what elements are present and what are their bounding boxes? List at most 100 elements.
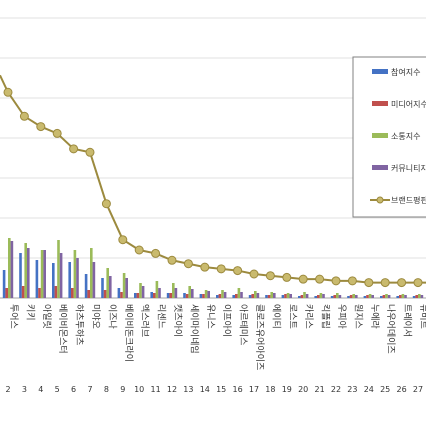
bar <box>10 241 14 298</box>
legend-label: 커뮤니티지수 <box>391 163 426 173</box>
x-tick-number: 2 <box>5 385 10 394</box>
bar <box>273 293 276 298</box>
bar <box>382 295 386 298</box>
legend-label: 소통지수 <box>391 132 420 141</box>
x-tick-number: 27 <box>413 385 423 394</box>
bar <box>415 295 418 298</box>
line-point <box>52 128 62 138</box>
bar <box>204 290 208 298</box>
x-tick-number: 7 <box>87 385 92 394</box>
bar <box>363 296 367 298</box>
line-point <box>265 271 275 281</box>
x-tick-label: 이프아이 <box>221 304 232 337</box>
bar <box>270 292 273 298</box>
line-point <box>183 259 193 269</box>
bar <box>40 250 44 298</box>
bar <box>87 290 90 298</box>
bar <box>284 294 287 298</box>
bar <box>122 273 126 298</box>
bar <box>289 294 292 298</box>
bar <box>125 278 128 298</box>
bar <box>404 295 407 298</box>
line-point <box>3 87 13 97</box>
bar <box>185 294 189 298</box>
bar <box>188 286 191 298</box>
x-tick-number: 16 <box>233 385 243 394</box>
bar <box>103 290 107 298</box>
bar <box>134 293 137 298</box>
bar <box>412 296 416 298</box>
x-tick-number: 3 <box>22 385 27 394</box>
bar <box>371 295 374 298</box>
bar <box>68 262 71 298</box>
legend-box <box>352 56 426 218</box>
bar <box>399 295 402 298</box>
bar <box>191 289 194 298</box>
bar <box>43 250 46 298</box>
bar <box>155 281 159 298</box>
x-tick-label: 누에라 <box>369 304 380 330</box>
x-tick-label: 유니스 <box>205 304 216 329</box>
bar <box>355 295 358 298</box>
x-tick-number: 19 <box>282 385 292 394</box>
line-series <box>0 74 426 288</box>
bar <box>120 292 123 298</box>
x-tick-number: 17 <box>249 385 259 394</box>
x-tick-label: 뉴비트 <box>418 304 426 329</box>
line-point <box>413 278 423 288</box>
bar <box>265 295 268 298</box>
legend-label: 브랜드평판지수 <box>391 195 426 205</box>
line-point <box>331 276 341 286</box>
bar <box>232 295 235 298</box>
line-point <box>380 278 390 288</box>
x-tick-label: 엑스러브 <box>139 304 151 337</box>
x-tick-number: 9 <box>120 385 125 394</box>
bar <box>158 288 161 298</box>
bar <box>84 274 88 298</box>
legend-swatch <box>372 133 388 138</box>
x-tick-label: 카리스 <box>303 304 314 329</box>
x-tick-number: 15 <box>216 385 226 394</box>
bar <box>52 263 55 298</box>
x-tick-label: 아일릿 <box>41 304 53 329</box>
bar <box>207 291 210 298</box>
line-point <box>315 274 325 284</box>
x-tick-number: 26 <box>397 385 407 394</box>
x-tick-labels: 투어스 키키 아일릿 베이비몬스터 하츠투하츠 미야오 이즈나 베이비돈크라이 엑스러브 리센느 캣… <box>8 304 426 370</box>
bar <box>223 292 227 298</box>
x-tick-number: 20 <box>298 385 308 394</box>
x-tick-label: 트레이서 <box>402 304 413 337</box>
bar <box>169 293 172 298</box>
bar <box>92 262 96 298</box>
line-point <box>19 111 29 121</box>
x-tick-label: 아르테미스 <box>238 304 249 345</box>
x-tick-number: 11 <box>151 385 161 394</box>
bar <box>240 292 243 298</box>
bar <box>183 293 186 298</box>
bar <box>73 250 77 298</box>
x-tick-label: 베이비돈크라이 <box>123 304 134 362</box>
bar <box>366 295 369 298</box>
bar <box>19 253 22 298</box>
bar <box>21 286 25 298</box>
x-tick-number: 5 <box>55 385 60 394</box>
x-tick-number: 21 <box>315 385 325 394</box>
x-tick-number: 13 <box>183 385 193 394</box>
x-tick-label: 에이티 <box>270 304 281 329</box>
x-tick-label: 이즈나 <box>106 304 117 329</box>
bar <box>8 238 11 298</box>
bar <box>396 296 399 298</box>
line-point <box>36 122 46 132</box>
bar <box>106 268 109 298</box>
bar <box>385 294 388 298</box>
bar <box>235 294 238 298</box>
x-tick-label: 킥플립 <box>320 304 332 329</box>
legend-swatch <box>372 101 388 106</box>
legend-label: 참여지수 <box>391 67 420 77</box>
bar <box>57 240 60 298</box>
line-point <box>233 266 243 276</box>
x-tick-label: 캣츠아이 <box>172 304 183 337</box>
line-point <box>118 235 128 245</box>
x-tick-number: 4 <box>38 385 43 394</box>
